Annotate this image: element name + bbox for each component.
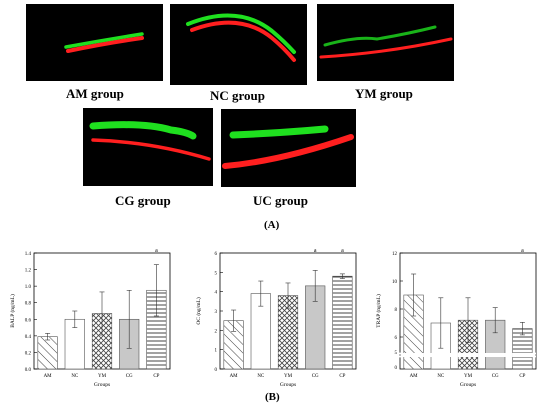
y-tick-label: 1.2 xyxy=(25,269,32,274)
chart-trap: 6 8 10 12 5 0 TRAP (ng/mL) Groups AM NC YM CG CP a xyxy=(372,243,540,391)
x-axis-label: Groups xyxy=(460,382,476,388)
x-tick-label: CP xyxy=(153,374,159,379)
group-label-nc: NC group xyxy=(210,88,266,103)
x-tick-label: AM xyxy=(410,374,419,379)
y-tick-label: 1 xyxy=(215,349,218,354)
y-tick-label: 2 xyxy=(215,329,218,334)
group-label-cg: CG group xyxy=(115,193,171,208)
y-axis-label: OC (ng/mL) xyxy=(195,297,202,325)
bar-break-gap xyxy=(403,353,424,357)
x-tick-label: AM xyxy=(230,374,239,379)
bar-break-gap xyxy=(457,353,479,357)
bar-cp xyxy=(332,275,353,370)
y-tick-label: 1.4 xyxy=(25,252,32,257)
y-tick-label: 1.0 xyxy=(25,285,32,290)
y-tick-label: 0 xyxy=(215,368,218,373)
x-tick-label: CG xyxy=(126,374,133,379)
bar-break-gap xyxy=(484,353,506,357)
y-tick-label: 0 xyxy=(395,366,398,371)
x-tick-label: CG xyxy=(312,374,319,379)
y-tick-label: 5 xyxy=(215,271,218,276)
x-tick-label: CG xyxy=(492,374,499,379)
y-tick-label: 0.8 xyxy=(25,302,32,307)
x-tick-label: AM xyxy=(44,374,53,379)
x-axis-label: Groups xyxy=(280,382,296,388)
x-tick-label: YM xyxy=(284,374,293,379)
micrograph-am xyxy=(26,4,163,81)
y-tick-label: 0.6 xyxy=(25,318,32,323)
y-tick-label: 6 xyxy=(215,252,218,257)
micrograph-nc-image xyxy=(186,13,296,62)
y-tick-label: 10 xyxy=(392,280,398,285)
significance-mark: a xyxy=(155,248,158,254)
panel-a-label: (A) xyxy=(264,219,280,231)
panel-b-label: (B) xyxy=(265,391,280,403)
micrograph-ym xyxy=(317,4,454,81)
significance-mark: a xyxy=(341,248,344,254)
bar-break-gap xyxy=(430,353,452,357)
y-tick-label: 0.2 xyxy=(25,351,32,356)
x-tick-label: CP xyxy=(339,374,345,379)
y-axis-label: BALP (ng/mL) xyxy=(9,294,16,328)
micrograph-cg xyxy=(83,108,213,186)
y-tick-label: 12 xyxy=(392,252,398,257)
x-tick-label: YM xyxy=(464,374,473,379)
bar-am xyxy=(37,336,58,370)
chart-balp-svg: 0.0 0.2 0.4 0.6 0.8 1.0 1.2 1.4 BALP (ng/mL) Grou… xyxy=(9,248,171,388)
group-label-am: AM group xyxy=(66,86,124,101)
y-tick-label: 8 xyxy=(395,308,398,313)
chart-trap-svg: 6 8 10 12 5 0 TRAP (ng/mL) Groups AM NC YM CG CP a xyxy=(375,248,537,388)
x-axis-label: Groups xyxy=(94,382,110,388)
y-tick-label: 0.4 xyxy=(25,335,32,340)
significance-mark: a xyxy=(314,248,317,254)
micrograph-uc-image xyxy=(222,125,354,169)
group-label-uc: UC group xyxy=(253,193,309,208)
chart-oc: 0 1 2 3 4 5 6 OC (ng/mL) Groups AM NC YM CG a CP a xyxy=(192,243,360,391)
y-tick-label: 6 xyxy=(395,336,398,341)
micrograph-am-image xyxy=(64,32,144,53)
y-axis-label: TRAP (ng/mL) xyxy=(375,294,382,328)
micrograph-nc xyxy=(170,4,307,85)
chart-oc-svg: 0 1 2 3 4 5 6 OC (ng/mL) Groups AM NC YM CG a CP a xyxy=(195,248,357,388)
micrograph-ym-image xyxy=(319,25,453,59)
micrograph-cg-image xyxy=(89,121,211,161)
x-tick-label: NC xyxy=(257,374,265,379)
bar-break-gap xyxy=(512,353,533,357)
x-tick-label: YM xyxy=(98,374,107,379)
y-tick-label: 4 xyxy=(215,291,218,296)
group-label-ym: YM group xyxy=(355,86,413,101)
y-tick-label: 3 xyxy=(215,310,218,315)
y-tick-label: 5 xyxy=(395,351,398,356)
chart-balp: 0.0 0.2 0.4 0.6 0.8 1.0 1.2 1.4 BALP (ng/mL) Grou… xyxy=(6,243,174,391)
y-tick-label: 0.0 xyxy=(25,368,32,373)
significance-mark: a xyxy=(521,248,524,254)
micrograph-uc xyxy=(221,109,356,187)
x-tick-label: NC xyxy=(71,374,79,379)
x-tick-label: NC xyxy=(437,374,445,379)
x-tick-label: CP xyxy=(519,374,525,379)
